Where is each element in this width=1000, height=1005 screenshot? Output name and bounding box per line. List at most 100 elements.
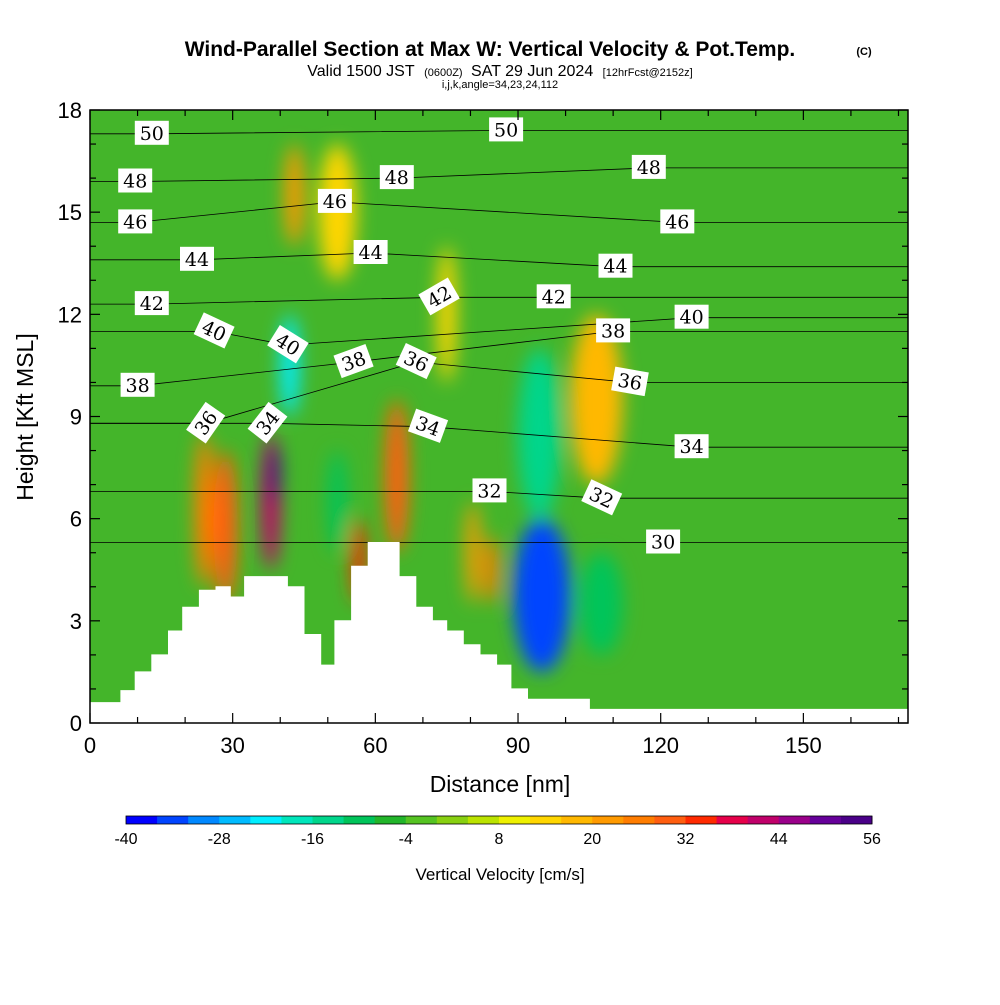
isentrope-label-text: 46: [123, 211, 147, 233]
isentrope-label-text: 48: [637, 157, 661, 179]
colorbar-tick-label: -4: [399, 831, 413, 848]
colorbar-tick-label: 44: [770, 831, 788, 848]
isentrope-label-box: [353, 240, 388, 264]
colorbar-swatch: [343, 816, 376, 824]
y-tick-label: 0: [70, 711, 82, 736]
isentrope-label-5: 48: [631, 154, 666, 179]
isentrope-label-box: [333, 343, 374, 379]
isentrope-label-text: 50: [494, 119, 518, 141]
subtitle-valid-time: Valid 1500 JST: [307, 63, 415, 80]
isentrope-label-text: 48: [385, 167, 409, 189]
isentrope-label-box: [611, 366, 649, 397]
velocity-cell-17: [570, 314, 623, 485]
isentrope-label-box: [267, 324, 309, 364]
colorbar-swatch: [467, 816, 500, 824]
colorbar-swatch: [250, 816, 282, 824]
velocity-cell-8: [327, 450, 347, 553]
isentrope-label-box: [418, 277, 460, 316]
isentrope-label-text: 50: [140, 123, 164, 145]
x-tick-label: 0: [84, 733, 96, 758]
colorbar-swatch: [840, 816, 873, 824]
isentrope-label-27: 32: [472, 478, 507, 503]
colorbar-swatch: [374, 816, 407, 824]
isentrope-label-box: [193, 312, 235, 349]
x-tick-label: 30: [220, 733, 244, 758]
velocity-cell-14: [513, 518, 571, 672]
y-tick-label: 9: [70, 405, 82, 430]
velocity-cell-2: [213, 450, 238, 604]
colorbar-swatch: [685, 816, 718, 824]
colorbar-swatch: [561, 816, 593, 824]
colorbar-swatch: [219, 816, 251, 824]
isentrope-label-7: 46: [317, 188, 352, 213]
x-axis-ticks: 0 30 60 90 120 150: [84, 110, 900, 758]
isentrope-label-box: [674, 304, 709, 329]
isentrope-label-text: 46: [665, 211, 689, 233]
colorbar-tick-label: -28: [208, 831, 231, 848]
velocity-cell-4: [268, 443, 281, 502]
isentrope-50: [90, 130, 908, 135]
isentrope-label-box: [379, 165, 414, 190]
colorbar-swatch: [809, 816, 842, 824]
isentrope-label-box: [598, 253, 633, 278]
isentrope-label-3: 48: [118, 168, 153, 193]
isentrope-label-10: 44: [353, 240, 388, 264]
isentrope-label-6: 46: [118, 209, 153, 234]
isentrope-label-17: 40: [674, 304, 709, 329]
isentrope-label-11: 44: [598, 253, 633, 278]
isentrope-label-text: 48: [123, 171, 147, 193]
isentrope-label-text: 38: [601, 320, 625, 342]
colorbar-tick-label: 20: [583, 831, 601, 848]
colorbar-swatch: [188, 816, 220, 824]
isentrope-label-1: 50: [134, 120, 169, 145]
colorbar-swatch: [405, 816, 438, 824]
colorbar-swatch: [157, 816, 189, 824]
isentrope-label-text: 44: [603, 256, 627, 278]
isentrope-label-box: [674, 434, 709, 459]
x-tick-label: 120: [642, 733, 679, 758]
isentrope-label-text: 42: [140, 293, 164, 315]
isentrope-label-text: 30: [651, 532, 675, 554]
y-tick-label: 18: [58, 98, 82, 123]
isentrope-label-20: 38: [596, 318, 631, 343]
isentrope-label-9: 44: [180, 246, 214, 271]
vertical-velocity-field: [194, 144, 623, 672]
colorbar-swatch: [499, 816, 531, 824]
velocity-cell-11: [437, 246, 457, 383]
isentrope-label-text: 46: [323, 191, 347, 213]
isentrope-label-box: [247, 401, 288, 444]
isentrope-label-text: 42: [542, 286, 566, 308]
isentrope-label-box: [317, 188, 352, 213]
isentrope-label-box: [596, 318, 631, 343]
velocity-cell-6: [284, 144, 305, 247]
x-tick-label: 60: [363, 733, 387, 758]
isentrope-label-text: 38: [126, 375, 150, 397]
y-tick-label: 15: [58, 200, 82, 225]
terrain-mask: [90, 542, 908, 723]
isentrope-label-4: 48: [379, 165, 414, 190]
isentrope-label-text: 40: [680, 307, 704, 329]
y-axis-title: Height [Kft MSL]: [12, 333, 38, 500]
isentrope-label-box: [120, 372, 155, 397]
isentrope-label-14: 42: [536, 284, 571, 309]
isentrope-label-text: 36: [616, 369, 644, 395]
isentrope-label-box: [180, 246, 214, 271]
plot-area: [90, 110, 908, 723]
colorbar-swatch: [126, 816, 158, 824]
subtitle-utc: (0600Z): [424, 67, 463, 79]
chart-title: Wind-Parallel Section at Max W: Vertical…: [185, 38, 796, 61]
colorbar-swatch: [592, 816, 624, 824]
colorbar-swatch: [312, 816, 345, 824]
colorbar-swatch: [530, 816, 562, 824]
colorbar-title: Vertical Velocity [cm/s]: [415, 865, 584, 884]
colorbar-frame: [125, 815, 873, 825]
subtitle-indices: i,j,k,angle=34,23,24,112: [442, 79, 558, 91]
subtitle-forecast: [12hrFcst@2152z]: [603, 67, 693, 79]
velocity-cell-16: [579, 552, 623, 655]
colorbar-swatch: [436, 816, 469, 824]
colorbar-tick-label: 32: [677, 831, 695, 848]
colorbar-tick-label: 8: [495, 831, 504, 848]
isentrope-label-box: [407, 408, 449, 443]
